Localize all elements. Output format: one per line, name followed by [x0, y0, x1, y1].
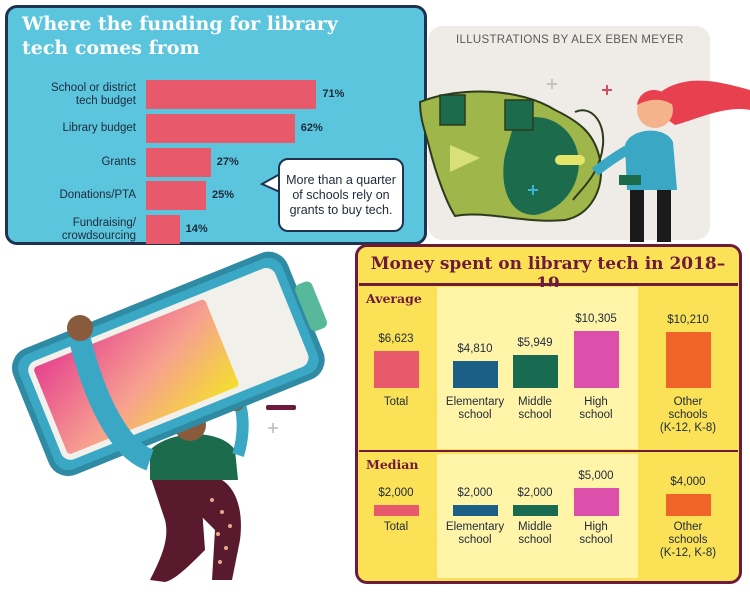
- average-bar: [512, 355, 558, 388]
- median-bar: [512, 504, 558, 516]
- average-median-divider: [359, 450, 738, 452]
- median-bar: [452, 504, 498, 516]
- person-carrying-battery-illustration: [11, 251, 328, 582]
- funding-bar: [146, 215, 180, 245]
- median-value-label: $2,000: [457, 486, 493, 499]
- funding-bar: [146, 80, 317, 109]
- funding-chart-title: Where the funding for library tech comes…: [22, 12, 342, 60]
- funding-category-label: School or district tech budget: [50, 81, 136, 107]
- funding-value-label: 71%: [322, 88, 345, 100]
- funding-value-label: 25%: [212, 189, 235, 202]
- median-category-label: Total: [383, 521, 409, 533]
- median-category-label: Other schools (K-12, K-8): [659, 521, 717, 559]
- funding-bar: [146, 113, 295, 143]
- median-category-label: Middle school: [518, 521, 552, 546]
- funding-title-line-2: tech comes from: [22, 37, 200, 59]
- median-value-label: $5,000: [578, 470, 614, 483]
- average-category-label: Elementary school: [445, 396, 505, 421]
- girl-with-money-illustration: [418, 79, 750, 242]
- funding-category-label: Donations/PTA: [59, 189, 137, 202]
- funding-title-line-1: Where the funding for library: [22, 13, 338, 35]
- median-school-band: [437, 454, 638, 578]
- grants-callout: More than a quarter of schools rely on g…: [278, 158, 404, 232]
- funding-value-label: 62%: [300, 121, 323, 134]
- average-category-label: Middle school: [518, 396, 552, 421]
- average-section-label: Average: [366, 291, 422, 306]
- median-section-label: Median: [366, 457, 419, 472]
- median-category-label: Elementary school: [445, 521, 505, 546]
- median-value-label: $4,000: [670, 475, 706, 488]
- average-value-label: $10,210: [667, 313, 709, 326]
- median-bar: [665, 493, 711, 516]
- average-category-label: Other schools (K-12, K-8): [659, 396, 717, 434]
- average-value-label: $10,305: [575, 313, 617, 325]
- average-category-label: High school: [579, 396, 613, 421]
- funding-value-label: 27%: [216, 155, 239, 168]
- median-category-label: High school: [579, 521, 613, 546]
- average-value-label: $6,623: [378, 333, 414, 346]
- average-bar: [573, 331, 619, 388]
- average-value-label: $4,810: [457, 343, 493, 356]
- funding-category-label: Fundraising/crowdsourcing: [61, 216, 136, 242]
- funding-bar: [146, 147, 211, 177]
- money-title-divider: [359, 283, 738, 286]
- median-bar: [573, 488, 619, 516]
- funding-bar: [146, 181, 206, 211]
- funding-category-label: Grants: [101, 155, 136, 168]
- average-value-label: $5,949: [517, 337, 553, 350]
- average-bar: [665, 331, 711, 388]
- median-bar: [373, 504, 419, 516]
- median-value-label: $2,000: [517, 486, 553, 499]
- median-value-label: $2,000: [378, 486, 414, 499]
- funding-value-label: 14%: [185, 223, 208, 236]
- funding-category-label: Library budget: [62, 121, 136, 134]
- average-bar: [452, 361, 498, 388]
- average-bar: [373, 351, 419, 388]
- average-category-label: Total: [383, 396, 409, 408]
- illustration-credit: ILLUSTRATIONS BY ALEX EBEN MEYER: [456, 34, 684, 46]
